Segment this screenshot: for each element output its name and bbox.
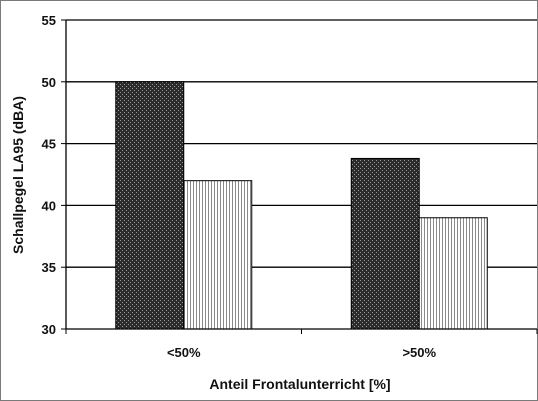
bar bbox=[350, 157, 420, 330]
y-tick-label: 35 bbox=[42, 260, 56, 275]
y-tick-label: 55 bbox=[42, 13, 56, 28]
x-tick-label: <50% bbox=[167, 345, 201, 360]
y-tick-label: 50 bbox=[42, 75, 56, 90]
bars bbox=[115, 81, 488, 330]
tick-labels: 30 35 40 45 50 55 <50% >50% bbox=[42, 13, 437, 360]
y-tick-label: 40 bbox=[42, 198, 56, 213]
bar bbox=[115, 81, 185, 330]
bar bbox=[418, 217, 488, 330]
bar bbox=[183, 180, 253, 330]
y-tick-label: 30 bbox=[42, 322, 56, 337]
y-tick-label: 45 bbox=[42, 137, 56, 152]
x-tick-label: >50% bbox=[402, 345, 436, 360]
y-axis-label: Schallpegel LA95 (dBA) bbox=[10, 96, 26, 254]
axes bbox=[61, 19, 538, 334]
x-axis-label: Anteil Frontalunterricht [%] bbox=[209, 376, 390, 392]
